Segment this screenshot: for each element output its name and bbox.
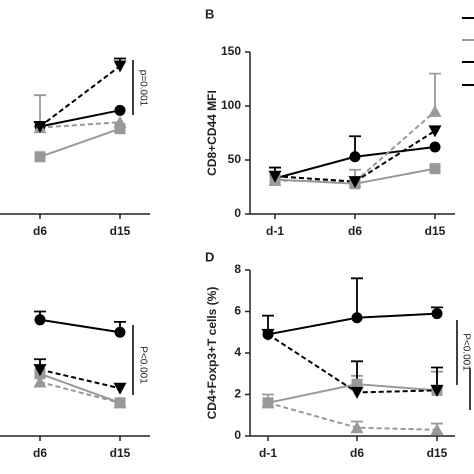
annotation: P<0.001 xyxy=(460,333,471,371)
x-tick-label: d6 xyxy=(33,446,47,460)
y-tick-label: 150 xyxy=(221,44,241,58)
marker xyxy=(268,170,282,183)
y-tick-label: 100 xyxy=(221,98,241,112)
marker xyxy=(113,382,127,395)
error-bar xyxy=(351,277,363,318)
y-tick-label: 0 xyxy=(234,428,241,442)
marker xyxy=(431,308,443,320)
marker xyxy=(430,384,444,397)
marker xyxy=(114,123,126,135)
x-tick-label: d15 xyxy=(427,446,448,460)
marker xyxy=(113,115,127,128)
marker xyxy=(114,104,126,116)
y-tick-label: 6 xyxy=(234,304,241,318)
marker xyxy=(33,121,47,134)
series-line xyxy=(39,372,121,404)
x-tick-label: d15 xyxy=(110,224,131,238)
marker xyxy=(33,375,47,388)
y-tick-label: 0 xyxy=(234,206,241,220)
marker xyxy=(34,151,46,163)
annotation: p=0.001 xyxy=(137,70,148,107)
y-tick-label: 2 xyxy=(234,387,241,401)
marker xyxy=(261,396,275,409)
series-line xyxy=(39,109,121,128)
marker xyxy=(348,176,362,189)
x-tick-label: d15 xyxy=(425,224,446,238)
annotation: P<0.001 xyxy=(137,346,148,384)
series-line xyxy=(39,65,121,128)
x-tick-label: d-1 xyxy=(259,446,277,460)
marker xyxy=(430,423,444,436)
y-tick-label: 8 xyxy=(234,262,241,276)
marker xyxy=(350,386,364,399)
marker xyxy=(114,326,126,338)
marker xyxy=(428,104,442,117)
marker xyxy=(351,378,363,390)
marker xyxy=(34,314,46,326)
marker xyxy=(33,364,47,377)
marker xyxy=(349,151,361,163)
series-line xyxy=(267,401,438,431)
y-tick-label: 4 xyxy=(234,345,241,359)
series-line xyxy=(39,127,121,158)
series-line xyxy=(39,318,121,334)
y-axis-label: CD4+Foxp3+T cells (%) xyxy=(205,287,219,420)
marker xyxy=(350,421,364,434)
legend-stubs xyxy=(462,17,474,410)
x-tick-label: d6 xyxy=(348,224,362,238)
marker xyxy=(113,60,127,73)
marker xyxy=(428,125,442,138)
x-tick-label: d-1 xyxy=(266,224,284,238)
panel-label: B xyxy=(205,6,214,21)
y-tick-label: 50 xyxy=(228,152,242,166)
y-axis-label: CD8+CD44 MFI xyxy=(205,90,219,176)
series-line xyxy=(39,368,121,390)
x-tick-label: d6 xyxy=(33,224,47,238)
series-line xyxy=(39,381,121,404)
marker xyxy=(113,396,127,409)
x-tick-label: d6 xyxy=(350,446,364,460)
marker xyxy=(429,163,441,175)
marker xyxy=(261,328,275,341)
marker xyxy=(351,312,363,324)
panel-label: D xyxy=(205,249,214,264)
series-line xyxy=(39,121,121,129)
x-tick-label: d15 xyxy=(110,446,131,460)
marker xyxy=(429,141,441,153)
